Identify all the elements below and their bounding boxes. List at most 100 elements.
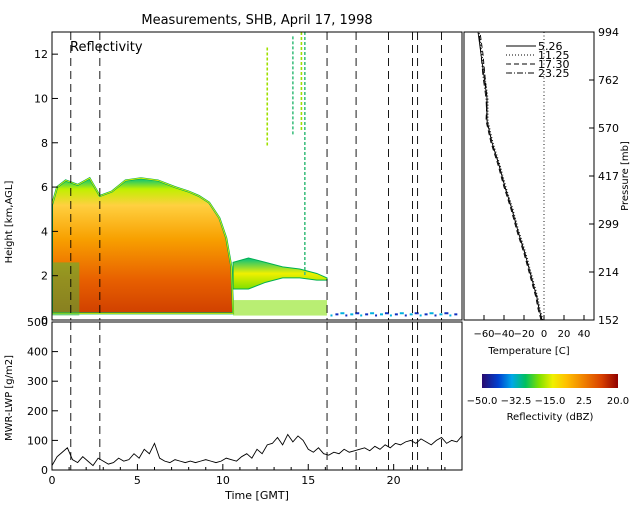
- height-axis-label: Height [km,AGL]: [4, 181, 15, 264]
- colorbar-tick-label: 20.0: [607, 396, 629, 407]
- surface-echo-speck: [365, 313, 369, 316]
- surface-echo-speck: [409, 313, 413, 316]
- lwp-panel: 0 100 200 300 400 500 0 5 10 15 20 Time [GMT] MWR…: [4, 316, 463, 502]
- height-tick-label: 6: [41, 181, 48, 194]
- colorbar-label: Reflectivity (dBZ): [507, 412, 594, 423]
- pressure-tick-label: 214: [598, 266, 619, 279]
- reflectivity-y-ticks: 0 2 4 6 8 10 12: [34, 48, 58, 327]
- left-low-echo: [52, 262, 80, 316]
- surface-echo-speck: [419, 314, 422, 317]
- pressure-tick-label: 152: [598, 314, 619, 327]
- colorbar-ticks: −50.0 −32.5 −15.0 2.5 20.0: [467, 396, 629, 407]
- surface-echo-speck: [335, 313, 339, 316]
- surface-echo-speck: [444, 312, 449, 315]
- surface-echo-speck: [434, 314, 437, 317]
- surface-echo-speck: [449, 314, 452, 317]
- surface-echo-speck: [394, 313, 398, 316]
- profile-line-solid: [477, 31, 543, 321]
- surface-echo-speck: [384, 312, 389, 315]
- pressure-tick-label: 994: [598, 26, 619, 39]
- surface-echo-speck: [370, 312, 375, 315]
- temperature-tick-label: 20: [558, 329, 571, 340]
- temperature-tick-label: −20: [513, 329, 534, 340]
- profile-line-dotted: [478, 31, 544, 321]
- lwp-tick-label: 400: [27, 346, 48, 359]
- colorbar-tick-label: 2.5: [576, 396, 592, 407]
- pressure-tick-label: 570: [598, 122, 619, 135]
- pressure-tick-label: 299: [598, 218, 619, 231]
- temperature-tick-label: 0: [541, 329, 547, 340]
- reflectivity-time-markers: [70, 32, 442, 320]
- colorbar-gradient: [482, 374, 618, 388]
- trailing-layer-region: [232, 257, 328, 290]
- legend-entry-label: 11.25: [538, 49, 570, 62]
- height-tick-label: 0: [41, 314, 48, 327]
- time-tick-label: 0: [49, 474, 56, 487]
- temperature-tick-label: 40: [578, 329, 591, 340]
- profile-series: [477, 31, 544, 321]
- temperature-axis-label: Temperature [C]: [487, 346, 569, 357]
- time-tick-label: 10: [216, 474, 230, 487]
- surface-echo-speck: [360, 314, 363, 317]
- surface-echo-speck: [439, 313, 443, 316]
- lwp-time-markers: [70, 322, 442, 470]
- colorbar-tick-label: −32.5: [501, 396, 532, 407]
- height-tick-label: 2: [41, 270, 48, 283]
- pressure-tick-label: 762: [598, 74, 619, 87]
- lwp-tick-label: 0: [41, 464, 48, 477]
- surface-echo-speck: [404, 314, 407, 317]
- lwp-tick-label: 300: [27, 375, 48, 388]
- height-tick-label: 12: [34, 48, 48, 61]
- temperature-tick-label: −60: [473, 329, 494, 340]
- lwp-y-ticks: 0 100 200 300 400 500: [27, 316, 58, 477]
- profile-line-dashdot: [478, 31, 543, 321]
- reflectivity-panel: 0 2 4 6 8 10 12 Reflectivity Height [km,AGL]: [4, 31, 463, 327]
- profile-line-dashed: [479, 31, 542, 321]
- height-tick-label: 10: [34, 92, 48, 105]
- pressure-axis-label: Pressure [mb]: [620, 141, 631, 211]
- colorbar-tick-label: −15.0: [535, 396, 566, 407]
- surface-echo-speck: [424, 313, 428, 316]
- lwp-tick-label: 200: [27, 405, 48, 418]
- surface-echo-speck: [345, 314, 348, 317]
- reflectivity-image: [52, 32, 458, 317]
- main-echo-edge: [52, 177, 234, 314]
- time-axis-label: Time [GMT]: [224, 489, 289, 502]
- time-tick-label: 15: [301, 474, 315, 487]
- time-tick-label: 5: [134, 474, 141, 487]
- legend-entry-label: 17.30: [538, 58, 570, 71]
- colorbar-tick-label: −50.0: [467, 396, 498, 407]
- surface-echo-speck: [414, 312, 419, 315]
- surface-echo-speck: [389, 314, 392, 317]
- surface-echo-speck: [454, 313, 458, 316]
- time-tick-label: 20: [387, 474, 401, 487]
- lwp-series-line: [52, 433, 462, 467]
- colorbar: −50.0 −32.5 −15.0 2.5 20.0 Reflectivity (dBZ…: [467, 374, 629, 423]
- surface-echo-speck: [340, 312, 345, 315]
- figure-title: Measurements, SHB, April 17, 1998: [141, 13, 372, 28]
- temperature-tick-label: −40: [493, 329, 514, 340]
- temperature-ticks: −60−40−20 0 20 40: [473, 315, 590, 340]
- pressure-ticks: 152 214 299 417 570 762 994: [589, 26, 619, 327]
- surface-echo-speck: [380, 313, 383, 316]
- reflectivity-annotation: Reflectivity: [70, 40, 143, 55]
- legend-entry-label: 23.25: [538, 67, 570, 80]
- lwp-tick-label: 100: [27, 434, 48, 447]
- surface-echo-speck: [375, 314, 378, 317]
- surface-echo-speck: [350, 313, 354, 316]
- surface-echo-speck: [399, 312, 404, 315]
- lwp-frame: [51, 321, 463, 471]
- height-tick-label: 4: [41, 225, 48, 238]
- legend-entry-label: 5.26: [538, 40, 563, 53]
- lwp-axis-label: MWR-LWP [g/m2]: [4, 355, 15, 441]
- height-tick-label: 8: [41, 137, 48, 150]
- lwp-tick-label: 500: [27, 316, 48, 329]
- low-echo-band: [233, 300, 328, 316]
- surface-echo-speck: [429, 312, 434, 315]
- reflectivity-frame: [51, 31, 463, 321]
- surface-echo-speck: [330, 314, 333, 317]
